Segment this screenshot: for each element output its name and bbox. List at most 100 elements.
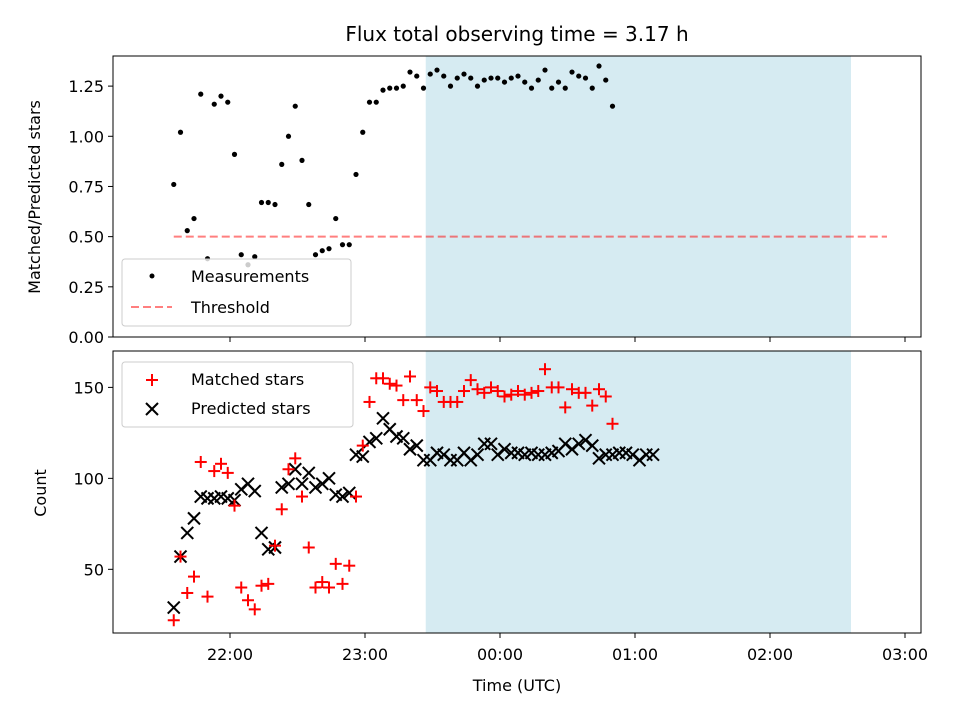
measurement-point <box>542 67 548 73</box>
measurement-point <box>312 252 319 258</box>
measurement-point <box>218 93 224 99</box>
matched-star-point <box>356 439 369 452</box>
ratio-y-tick-label: 1.00 <box>68 127 104 146</box>
x-tick-label: 01:00 <box>612 645 658 664</box>
measurement-point <box>420 85 427 91</box>
predicted-star-point <box>572 437 586 451</box>
ratio-y-tick-label: 0.00 <box>68 328 104 347</box>
measurement-point <box>562 85 568 91</box>
predicted-star-point <box>410 438 424 453</box>
matched-star-point <box>302 541 315 554</box>
matched-star-point <box>174 550 187 563</box>
legend-predicted-marker <box>145 402 159 416</box>
x-tick-label: 23:00 <box>342 645 388 664</box>
predicted-star-point <box>369 431 383 446</box>
matched-star-point <box>512 385 524 398</box>
measurement-point <box>353 171 359 178</box>
measurement-point <box>360 129 366 135</box>
matched-star-point <box>431 385 443 398</box>
measurement-point <box>400 83 406 89</box>
count-legend-box <box>121 361 354 428</box>
ratio-y-tick-label: 0.75 <box>68 177 104 196</box>
measurement-point <box>596 63 602 69</box>
legend-measurements-label: Measurements <box>191 267 309 286</box>
measurement-point <box>346 242 352 248</box>
matched-star-point <box>167 614 180 627</box>
ratio-legend-box <box>121 258 352 327</box>
x-tick-label: 03:00 <box>882 645 928 664</box>
measurement-point <box>474 83 481 89</box>
measurement-point <box>198 91 204 97</box>
measurement-point <box>306 201 312 208</box>
matched-star-point <box>242 594 254 607</box>
measurement-point <box>434 67 440 73</box>
predicted-star-point <box>335 489 350 504</box>
predicted-star-point <box>248 484 262 498</box>
predicted-star-point <box>187 511 201 526</box>
ratio-panel: 0.00 0.25 0.50 0.75 1.00 1.25 Matched/Predict… <box>25 55 922 347</box>
predicted-star-points <box>167 411 660 615</box>
predicted-star-point <box>470 447 485 462</box>
matched-star-point <box>323 581 335 594</box>
measurement-point <box>191 215 197 222</box>
matched-star-point <box>316 576 329 589</box>
matched-star-point <box>208 465 221 478</box>
measurement-point <box>333 215 339 222</box>
matched-star-point <box>606 417 619 430</box>
measurement-point <box>427 71 433 77</box>
predicted-star-point <box>646 447 660 462</box>
count-y-ticks: 50 100 150 <box>73 378 113 579</box>
predicted-star-point <box>167 600 181 615</box>
measurement-point <box>171 181 177 188</box>
predicted-star-point <box>180 526 194 540</box>
matched-star-point <box>451 395 464 408</box>
predicted-star-point <box>585 438 599 453</box>
chart-title: Flux total observing time = 3.17 h <box>345 22 688 46</box>
matched-star-point <box>262 577 275 590</box>
measurement-points <box>171 63 616 268</box>
predicted-star-point <box>403 442 417 456</box>
matched-star-point <box>289 452 302 465</box>
matched-star-point <box>485 381 497 394</box>
ratio-y-ticks: 0.00 0.25 0.50 0.75 1.00 1.25 <box>68 77 113 347</box>
measurement-point <box>468 75 474 81</box>
matched-star-point <box>518 388 531 401</box>
measurement-point <box>272 201 278 208</box>
measurement-point <box>373 99 379 105</box>
measurement-point <box>326 246 332 252</box>
measurement-point <box>549 85 555 91</box>
predicted-star-point <box>295 477 309 491</box>
measurement-point <box>515 73 521 79</box>
count-panel-frame <box>112 350 922 634</box>
ratio-y-tick-label: 1.25 <box>68 77 104 96</box>
measurement-point <box>299 157 305 163</box>
observing-span-bottom <box>425 351 851 633</box>
legend-threshold-label: Threshold <box>190 298 270 317</box>
ratio-y-tick-label: 0.50 <box>68 228 104 247</box>
count-y-tick-label: 150 <box>73 378 104 397</box>
matched-star-point <box>309 581 322 594</box>
x-tick-label: 02:00 <box>747 645 793 664</box>
x-tick-label: 22:00 <box>207 645 253 664</box>
measurement-point <box>258 199 265 206</box>
observing-span-top <box>425 56 851 337</box>
matched-star-point <box>539 363 551 376</box>
predicted-star-point <box>396 431 410 446</box>
predicted-star-point <box>281 477 296 491</box>
count-y-tick-label: 100 <box>73 469 104 488</box>
matched-star-point <box>498 390 511 403</box>
measurement-point <box>528 85 535 91</box>
measurement-point <box>555 79 562 85</box>
measurement-point <box>501 79 508 85</box>
legend-predicted-label: Predicted stars <box>191 399 311 418</box>
ratio-x-ticks <box>229 337 906 342</box>
matched-star-point <box>215 457 227 470</box>
matched-star-point <box>599 390 612 403</box>
predicted-star-point <box>288 462 302 476</box>
measurement-point <box>407 69 413 75</box>
measurement-point <box>177 129 184 135</box>
measurement-point <box>589 85 595 91</box>
matched-star-point <box>586 399 599 412</box>
matched-star-point <box>397 394 410 407</box>
